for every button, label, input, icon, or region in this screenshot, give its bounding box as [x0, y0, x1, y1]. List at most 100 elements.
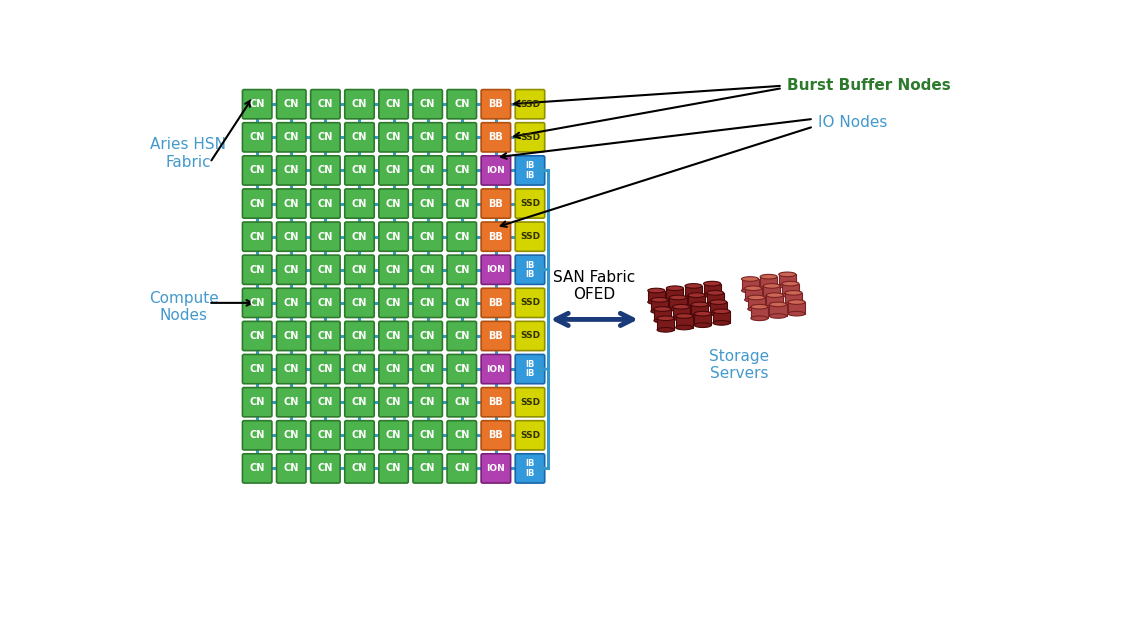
Polygon shape — [707, 293, 724, 304]
Polygon shape — [713, 311, 730, 323]
Text: IB: IB — [525, 170, 535, 180]
Text: CN: CN — [317, 133, 333, 143]
Text: IB: IB — [525, 161, 535, 170]
Text: IB: IB — [525, 459, 535, 468]
Ellipse shape — [673, 304, 690, 309]
Text: CN: CN — [386, 364, 401, 374]
FancyBboxPatch shape — [481, 387, 511, 417]
Text: CN: CN — [283, 298, 299, 308]
Text: CN: CN — [352, 99, 367, 109]
Text: CN: CN — [419, 165, 435, 175]
Ellipse shape — [676, 314, 692, 318]
FancyBboxPatch shape — [276, 255, 306, 285]
Text: CN: CN — [386, 397, 401, 407]
Ellipse shape — [651, 309, 668, 314]
Ellipse shape — [785, 302, 802, 307]
Ellipse shape — [767, 304, 784, 309]
Text: CN: CN — [283, 99, 299, 109]
Ellipse shape — [709, 300, 727, 304]
Text: CN: CN — [352, 364, 367, 374]
FancyBboxPatch shape — [481, 421, 511, 450]
FancyBboxPatch shape — [311, 122, 340, 152]
Text: IB: IB — [525, 469, 535, 478]
Text: CN: CN — [386, 265, 401, 274]
Text: ION: ION — [487, 166, 505, 175]
FancyBboxPatch shape — [516, 421, 544, 450]
Ellipse shape — [767, 293, 784, 297]
Text: CN: CN — [419, 232, 435, 242]
FancyBboxPatch shape — [481, 288, 511, 317]
FancyBboxPatch shape — [379, 454, 408, 483]
Text: ION: ION — [487, 464, 505, 473]
Text: IB: IB — [525, 360, 535, 369]
Ellipse shape — [694, 311, 712, 316]
Ellipse shape — [747, 295, 764, 300]
Polygon shape — [669, 297, 686, 309]
Ellipse shape — [707, 290, 724, 295]
Ellipse shape — [745, 297, 762, 302]
Text: CN: CN — [352, 463, 367, 473]
Ellipse shape — [669, 295, 686, 300]
Text: CN: CN — [454, 265, 470, 274]
Ellipse shape — [654, 307, 672, 311]
FancyBboxPatch shape — [311, 454, 340, 483]
Ellipse shape — [666, 286, 683, 290]
Text: CN: CN — [317, 298, 333, 308]
Text: CN: CN — [454, 331, 470, 341]
Polygon shape — [676, 316, 692, 327]
Text: CN: CN — [419, 99, 435, 109]
FancyBboxPatch shape — [276, 421, 306, 450]
Polygon shape — [788, 302, 806, 314]
Text: Aries HSN
Fabric: Aries HSN Fabric — [150, 138, 226, 170]
FancyBboxPatch shape — [447, 387, 477, 417]
Ellipse shape — [694, 323, 712, 327]
Text: SSD: SSD — [520, 133, 540, 142]
FancyBboxPatch shape — [379, 355, 408, 384]
Text: CN: CN — [419, 199, 435, 208]
Polygon shape — [688, 295, 705, 307]
Ellipse shape — [788, 300, 806, 304]
Text: BB: BB — [488, 199, 503, 208]
FancyBboxPatch shape — [413, 189, 442, 218]
FancyBboxPatch shape — [345, 90, 375, 119]
FancyBboxPatch shape — [379, 90, 408, 119]
Ellipse shape — [760, 286, 777, 290]
FancyBboxPatch shape — [311, 189, 340, 218]
Text: CN: CN — [317, 331, 333, 341]
Ellipse shape — [657, 316, 674, 321]
FancyBboxPatch shape — [276, 321, 306, 351]
FancyBboxPatch shape — [413, 90, 442, 119]
Text: BB: BB — [488, 232, 503, 242]
Text: CN: CN — [352, 298, 367, 308]
Text: CN: CN — [352, 430, 367, 440]
FancyBboxPatch shape — [413, 255, 442, 285]
Text: CN: CN — [250, 298, 265, 308]
Text: CN: CN — [317, 265, 333, 274]
Ellipse shape — [779, 283, 795, 288]
FancyBboxPatch shape — [243, 288, 272, 317]
Text: CN: CN — [352, 397, 367, 407]
Ellipse shape — [688, 293, 705, 297]
FancyBboxPatch shape — [276, 122, 306, 152]
Polygon shape — [685, 286, 702, 297]
FancyBboxPatch shape — [481, 189, 511, 218]
FancyBboxPatch shape — [243, 189, 272, 218]
Text: CN: CN — [454, 232, 470, 242]
Text: CN: CN — [317, 430, 333, 440]
FancyBboxPatch shape — [311, 321, 340, 351]
FancyBboxPatch shape — [243, 122, 272, 152]
FancyBboxPatch shape — [516, 156, 544, 185]
Polygon shape — [704, 283, 721, 295]
FancyBboxPatch shape — [481, 122, 511, 152]
Text: CN: CN — [386, 133, 401, 143]
FancyBboxPatch shape — [516, 222, 544, 251]
FancyBboxPatch shape — [516, 122, 544, 152]
FancyBboxPatch shape — [345, 321, 375, 351]
Text: CN: CN — [454, 199, 470, 208]
Ellipse shape — [709, 311, 727, 316]
Text: BB: BB — [488, 298, 503, 308]
FancyBboxPatch shape — [481, 454, 511, 483]
FancyBboxPatch shape — [516, 255, 544, 285]
FancyBboxPatch shape — [276, 156, 306, 185]
Polygon shape — [760, 276, 777, 288]
